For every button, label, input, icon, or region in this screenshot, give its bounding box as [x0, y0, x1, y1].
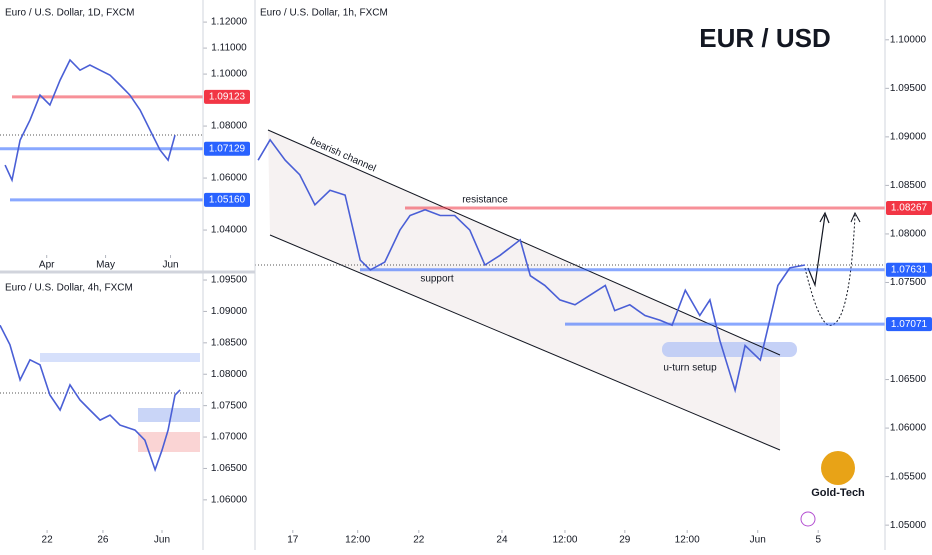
- y-tick-label: 1.07500: [890, 277, 927, 288]
- chart-title: Euro / U.S. Dollar, 4h, FXCM: [5, 283, 133, 294]
- level-label: 1.09123: [209, 92, 246, 103]
- y-tick-label: 1.10000: [211, 69, 248, 80]
- chart-title: Euro / U.S. Dollar, 1D, FXCM: [5, 8, 134, 19]
- x-tick-label: 24: [496, 535, 508, 546]
- y-tick-label: 1.06500: [211, 463, 248, 474]
- y-tick-label: 1.08000: [211, 121, 248, 132]
- u-turn-zone: [662, 342, 797, 357]
- zone: [138, 432, 200, 452]
- level-label: 1.07071: [891, 319, 928, 330]
- annotation: Gold-Tech: [811, 487, 865, 499]
- price-line: [257, 138, 806, 394]
- x-tick-label: 5: [815, 535, 821, 546]
- chart-title: Euro / U.S. Dollar, 1h, FXCM: [260, 8, 388, 19]
- channel-line: [269, 234, 781, 451]
- arrow-head: [850, 211, 861, 223]
- annotation: support: [420, 274, 454, 285]
- x-tick-label: Jun: [162, 260, 178, 271]
- price-line: [0, 324, 181, 473]
- x-tick-label: Jun: [154, 535, 170, 546]
- x-tick-label: 22: [413, 535, 425, 546]
- x-tick-label: 29: [619, 535, 631, 546]
- level-tag: [204, 141, 250, 156]
- channel-fill: [268, 130, 780, 450]
- y-tick-label: 1.07000: [211, 432, 248, 443]
- arrow-head: [819, 211, 830, 224]
- y-tick-label: 1.06000: [890, 423, 927, 434]
- y-tick-label: 1.10000: [890, 34, 927, 45]
- annotation: EUR / USD: [699, 23, 830, 53]
- x-tick-label: 26: [97, 535, 109, 546]
- y-tick-label: 1.07500: [211, 400, 248, 411]
- zone: [138, 408, 200, 422]
- x-tick-label: 12:00: [345, 535, 370, 546]
- price-line: [4, 58, 176, 183]
- channel-line: [267, 129, 781, 356]
- arrow: [807, 214, 826, 288]
- y-tick-label: 1.04000: [211, 225, 248, 236]
- y-tick-label: 1.08000: [890, 229, 927, 240]
- y-tick-label: 1.12000: [211, 17, 248, 28]
- y-tick-label: 1.06500: [890, 374, 927, 385]
- y-tick-label: 1.09000: [890, 132, 927, 143]
- level-tag: [886, 262, 932, 277]
- y-tick-label: 1.05500: [890, 471, 927, 482]
- logo-icon: [821, 451, 855, 485]
- y-tick-label: 1.09500: [890, 83, 927, 94]
- y-tick-label: 1.06000: [211, 173, 248, 184]
- x-tick-label: Jun: [750, 535, 766, 546]
- y-tick-label: 1.08500: [890, 180, 927, 191]
- y-tick-label: 1.09500: [211, 275, 248, 286]
- y-tick-label: 1.09000: [211, 306, 248, 317]
- x-tick-label: 17: [287, 535, 299, 546]
- level-tag: [886, 317, 932, 332]
- level-label: 1.08267: [891, 203, 928, 214]
- y-tick-label: 1.08500: [211, 337, 248, 348]
- level-tag: [204, 192, 250, 207]
- x-tick-label: 12:00: [675, 535, 700, 546]
- level-label: 1.05160: [209, 195, 246, 206]
- zone: [40, 353, 200, 362]
- x-tick-label: Apr: [39, 260, 55, 271]
- x-tick-label: 22: [42, 535, 54, 546]
- level-tag: [886, 201, 932, 216]
- y-tick-label: 1.05000: [890, 520, 927, 531]
- x-tick-label: May: [96, 260, 115, 271]
- level-label: 1.07631: [891, 264, 928, 275]
- annotation: u-turn setup: [663, 363, 717, 374]
- y-tick-label: 1.08000: [211, 369, 248, 380]
- annotation: resistance: [462, 195, 508, 206]
- x-tick-label: 12:00: [552, 535, 577, 546]
- y-tick-label: 1.06000: [211, 494, 248, 505]
- y-tick-label: 1.11000: [211, 43, 247, 54]
- icon: [800, 511, 816, 527]
- level-label: 1.07129: [209, 143, 246, 154]
- level-tag: [204, 89, 250, 104]
